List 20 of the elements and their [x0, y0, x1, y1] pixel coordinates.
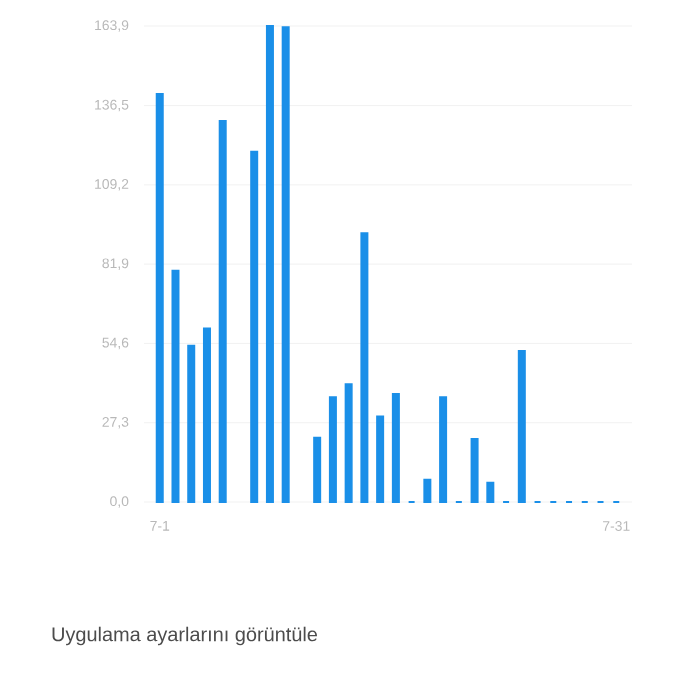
bar [265, 24, 274, 503]
bar [391, 392, 400, 503]
bar [218, 119, 227, 503]
bar [439, 396, 448, 503]
bar [376, 415, 385, 503]
bar [470, 437, 479, 503]
text: Uygulama ayarlarını görüntüle [52, 626, 318, 646]
bar [423, 478, 432, 503]
bar [328, 396, 337, 503]
bar [360, 232, 369, 503]
bar [313, 436, 322, 503]
bar [171, 269, 180, 503]
bar [281, 26, 290, 503]
bar [486, 481, 495, 503]
bar [155, 92, 164, 503]
bar [517, 349, 526, 503]
bar [187, 344, 196, 503]
bar [202, 327, 211, 503]
bar [344, 383, 353, 503]
bar [250, 150, 259, 503]
